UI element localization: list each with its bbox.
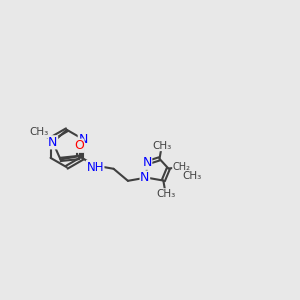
Text: CH₃: CH₃ bbox=[152, 141, 171, 151]
Text: CH₃: CH₃ bbox=[182, 171, 202, 181]
Text: N: N bbox=[48, 136, 58, 149]
Text: N: N bbox=[78, 133, 88, 146]
Text: CH₂: CH₂ bbox=[173, 162, 191, 172]
Text: CH₃: CH₃ bbox=[156, 189, 175, 199]
Text: N: N bbox=[142, 156, 152, 169]
Text: NH: NH bbox=[86, 160, 104, 173]
Text: CH₃: CH₃ bbox=[29, 128, 49, 137]
Text: N: N bbox=[140, 171, 150, 184]
Text: O: O bbox=[74, 139, 84, 152]
